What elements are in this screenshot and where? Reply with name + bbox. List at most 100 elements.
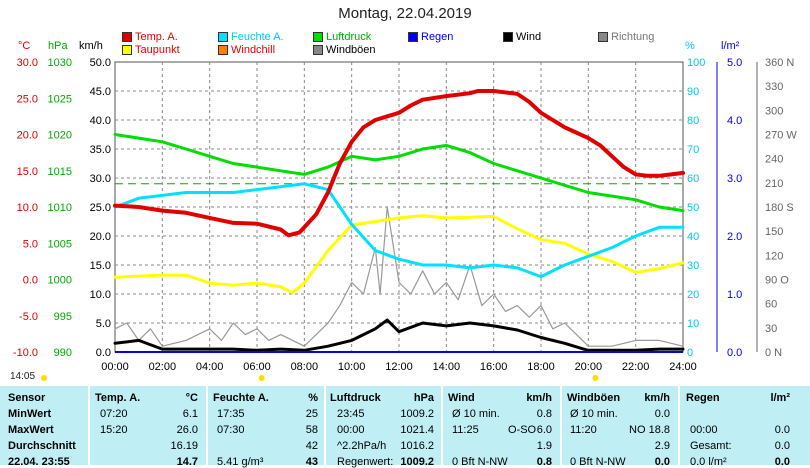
cell-pressure-value: 1021.4 <box>400 424 434 436</box>
legend-temp: Temp. A. <box>122 31 178 43</box>
legend-gust-swatch <box>313 45 323 55</box>
x-tick-label: 20:00 <box>575 361 603 373</box>
cell-pressure-time: Regenwert: <box>337 456 394 468</box>
cell-pressure-value: 1016.2 <box>400 440 434 452</box>
sun-marker <box>592 375 599 381</box>
cell-temp-value: 16.19 <box>170 440 198 452</box>
wind-tick-label: 30.0 <box>90 173 111 185</box>
table-column-divider <box>88 386 90 465</box>
cell-gust-value: 2.9 <box>654 440 670 452</box>
cell-humidity-time: 5.41 g/m³ <box>217 456 264 468</box>
cell-gust-value: 0.0 <box>654 456 670 468</box>
cell-humidity-value: 42 <box>305 440 318 452</box>
direction-tick-label: 180 S <box>765 202 794 214</box>
humidity-tick-label: 40 <box>687 231 699 243</box>
header-rain: Regen <box>686 392 720 404</box>
legend-dewpoint-label: Taupunkt <box>135 44 180 56</box>
cell-humidity-value: 43 <box>305 456 318 468</box>
temp-tick-label: -10.0 <box>13 347 38 359</box>
cell-pressure-time: 23:45 <box>337 408 365 420</box>
chart-title: Montag, 22.04.2019 <box>338 5 472 22</box>
series-line-gust <box>114 206 684 347</box>
wind-tick-label: 25.0 <box>90 202 111 214</box>
legend-humidity-swatch <box>218 32 228 42</box>
cell-rain-time: 0.0 l/m² <box>690 456 727 468</box>
header-wind-unit: km/h <box>526 392 552 404</box>
legend-windchill-swatch <box>218 45 228 55</box>
x-tick-label: 12:00 <box>385 361 413 373</box>
legend-rain-swatch <box>408 32 418 42</box>
header-gust-unit: km/h <box>644 392 670 404</box>
wind-tick-label: 15.0 <box>90 260 111 272</box>
cell-gust-value: 0.0 <box>654 408 670 420</box>
row-label: 22.04. 23:55 <box>8 456 70 468</box>
humidity-axis-unit: % <box>685 40 695 52</box>
cell-rain-value: 0.0 <box>774 456 790 468</box>
legend-wind-label: Wind <box>516 31 542 43</box>
rain-tick-label: 5.0 <box>727 57 742 69</box>
rain-axis-unit: l/m² <box>721 40 740 52</box>
cell-humidity-value: 25 <box>305 408 318 420</box>
row-label: MaxWert <box>8 424 54 436</box>
temp-tick-label: 20.0 <box>17 130 38 142</box>
cell-temp-value: 26.0 <box>176 424 198 436</box>
pressure-tick-label: 1010 <box>48 202 72 214</box>
cell-wind-value: 0.8 <box>536 456 552 468</box>
wind-axis-unit: km/h <box>79 40 103 52</box>
cell-wind-value: 6.0 <box>536 424 552 436</box>
legend-pressure: Luftdruck <box>313 31 371 43</box>
row-label: Durchschnitt <box>8 440 76 452</box>
wind-tick-label: 10.0 <box>90 289 111 301</box>
temp-tick-label: 10.0 <box>17 202 38 214</box>
pressure-tick-label: 1025 <box>48 93 72 105</box>
pressure-tick-label: 1000 <box>48 275 72 287</box>
direction-tick-label: 210 <box>765 178 783 190</box>
pressure-tick-label: 1030 <box>48 57 72 69</box>
temp-tick-label: 5.0 <box>23 238 38 250</box>
legend-pressure-swatch <box>313 32 323 42</box>
direction-tick-label: 240 <box>765 154 783 166</box>
legend-rain: Regen <box>408 31 453 43</box>
temp-tick-label: 0.0 <box>23 275 38 287</box>
legend-direction-swatch <box>598 32 608 42</box>
cell-temp-value: 6.1 <box>182 408 198 420</box>
header-pressure-unit: hPa <box>413 392 434 404</box>
humidity-tick-label: 50 <box>687 202 699 214</box>
direction-tick-label: 120 <box>765 250 783 262</box>
direction-tick-label: 300 <box>765 105 783 117</box>
cell-gust-value: 18.8 <box>648 424 670 436</box>
legend-temp-swatch <box>122 32 132 42</box>
pressure-tick-label: 995 <box>54 311 72 323</box>
wind-tick-label: 35.0 <box>90 144 111 156</box>
direction-tick-label: 30 <box>765 323 777 335</box>
rain-tick-label: 2.0 <box>727 231 742 243</box>
x-tick-label: 14:00 <box>433 361 461 373</box>
header-humidity: Feuchte A. <box>213 392 269 404</box>
legend-gust: Windböen <box>313 44 376 56</box>
x-tick-label: 16:00 <box>480 361 508 373</box>
humidity-tick-label: 100 <box>687 57 705 69</box>
humidity-tick-label: 30 <box>687 260 699 272</box>
header-humidity-unit: % <box>308 392 318 404</box>
sun-marker <box>258 375 265 381</box>
table-column-divider <box>206 386 208 465</box>
table-column-divider <box>678 386 680 465</box>
cell-gust-direction: NO <box>629 424 646 436</box>
current-time: 14:05 <box>10 371 36 382</box>
cell-pressure-time: ^2.2hPa/h <box>337 440 387 452</box>
cell-wind-time: 0 Bft N-NW <box>452 456 508 468</box>
cell-humidity-time: 17:35 <box>217 408 245 420</box>
humidity-tick-label: 0 <box>687 347 693 359</box>
temp-tick-label: 25.0 <box>17 93 38 105</box>
legend-wind: Wind <box>503 31 541 43</box>
legend-humidity: Feuchte A. <box>218 31 284 43</box>
x-tick-label: 10:00 <box>338 361 366 373</box>
header-rain-unit: l/m² <box>770 392 790 404</box>
x-tick-label: 02:00 <box>149 361 177 373</box>
cell-gust-time: 0 Bft N-NW <box>570 456 626 468</box>
cell-temp-time: 07:20 <box>100 408 128 420</box>
wind-tick-label: 50.0 <box>90 57 111 69</box>
table-column-divider <box>324 386 326 465</box>
legend-wind-swatch <box>503 32 513 42</box>
wind-tick-label: 5.0 <box>96 318 111 330</box>
